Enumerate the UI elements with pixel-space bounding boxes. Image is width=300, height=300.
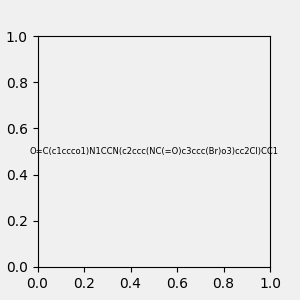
Text: O=C(c1ccco1)N1CCN(c2ccc(NC(=O)c3ccc(Br)o3)cc2Cl)CC1: O=C(c1ccco1)N1CCN(c2ccc(NC(=O)c3ccc(Br)o… [29, 147, 278, 156]
